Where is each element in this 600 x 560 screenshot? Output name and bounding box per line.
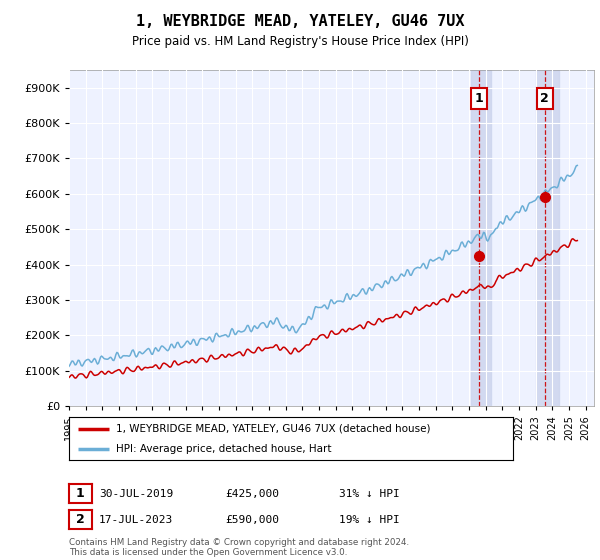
Text: £425,000: £425,000 [225,489,279,499]
Text: Contains HM Land Registry data © Crown copyright and database right 2024.
This d: Contains HM Land Registry data © Crown c… [69,538,409,557]
Text: 31% ↓ HPI: 31% ↓ HPI [339,489,400,499]
Text: £590,000: £590,000 [225,515,279,525]
Text: Price paid vs. HM Land Registry's House Price Index (HPI): Price paid vs. HM Land Registry's House … [131,35,469,48]
Text: 30-JUL-2019: 30-JUL-2019 [99,489,173,499]
Text: 1: 1 [76,487,85,501]
Bar [470,70,491,406]
Text: 1, WEYBRIDGE MEAD, YATELEY, GU46 7UX (detached house): 1, WEYBRIDGE MEAD, YATELEY, GU46 7UX (de… [116,424,430,434]
Text: 1: 1 [474,92,483,105]
Text: 2: 2 [76,513,85,526]
Text: 17-JUL-2023: 17-JUL-2023 [99,515,173,525]
Bar [536,70,559,406]
Text: HPI: Average price, detached house, Hart: HPI: Average price, detached house, Hart [116,444,331,454]
Text: 19% ↓ HPI: 19% ↓ HPI [339,515,400,525]
Text: 2: 2 [540,92,549,105]
Text: 1, WEYBRIDGE MEAD, YATELEY, GU46 7UX: 1, WEYBRIDGE MEAD, YATELEY, GU46 7UX [136,14,464,29]
